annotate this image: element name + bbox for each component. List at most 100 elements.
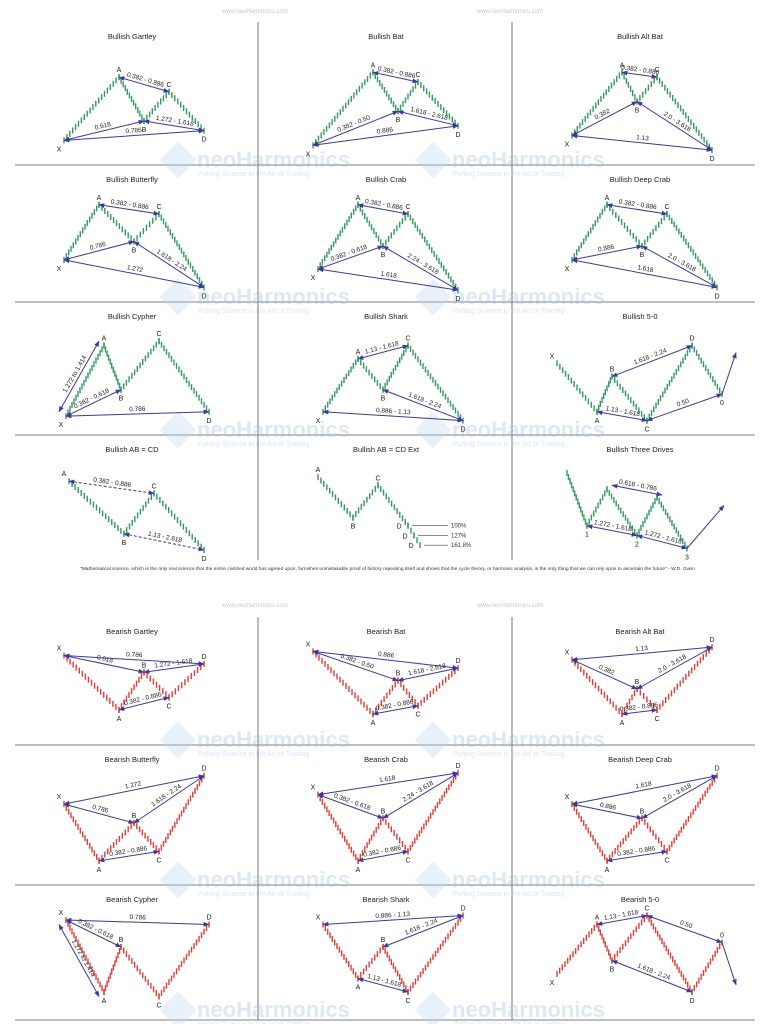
- ratio-label: 0.886: [599, 802, 617, 812]
- ratio-label: 0.786: [89, 241, 107, 252]
- point-label: C: [166, 82, 171, 89]
- ratio-arrow: [571, 774, 718, 806]
- ratio-arrow: [98, 849, 160, 863]
- point-label: D: [455, 658, 460, 665]
- point-label: B: [119, 937, 124, 944]
- point-label: X: [306, 151, 311, 158]
- ratio-label: 0.786: [129, 914, 146, 922]
- ratio-label: 1.618: [635, 780, 653, 790]
- pattern-title: Bullish AB = CD Ext: [353, 445, 420, 454]
- point-label: A: [117, 67, 122, 74]
- point-label: C: [405, 857, 410, 864]
- point-label: D: [455, 296, 460, 303]
- watermark-name: neoHarmonics: [197, 284, 350, 309]
- watermark-logo: [414, 721, 452, 759]
- ratio-label: 1.13: [635, 645, 649, 653]
- point-label: C: [654, 67, 659, 74]
- point-label: B: [132, 813, 137, 820]
- point-label: X: [59, 422, 64, 429]
- ratio-label: 0.886 - 1.13: [375, 911, 410, 920]
- point-label: C: [664, 204, 669, 211]
- point-label: C: [415, 712, 420, 719]
- ratio-label: 0.886: [376, 126, 393, 135]
- point-label: D: [402, 533, 407, 540]
- point-label: C: [644, 906, 649, 913]
- ratio-label: 0.618: [94, 121, 112, 132]
- point-label: D: [689, 998, 694, 1005]
- point-label: A: [102, 336, 107, 343]
- point-label: A: [371, 62, 376, 69]
- point-label: B: [381, 396, 386, 403]
- point-label: D: [455, 763, 460, 770]
- projection-arrow: [721, 352, 737, 395]
- pattern-title: Bullish Gartley: [108, 32, 157, 41]
- pattern-title: Bullish Alt Bat: [617, 32, 664, 41]
- watermark-name: neoHarmonics: [197, 417, 350, 442]
- header-url: www.neoHarmonics.com: [476, 9, 543, 15]
- ratio-label: 0.786: [91, 804, 109, 815]
- level-label: 100%: [451, 524, 467, 530]
- ratio-arrow: [65, 917, 210, 927]
- point-label: D: [201, 293, 206, 300]
- ratio-arrow: [118, 696, 170, 711]
- pattern-title: Bearish Bat: [367, 627, 407, 636]
- ratio-label: 0.786: [129, 406, 146, 414]
- point-label: C: [156, 1003, 161, 1010]
- pattern-title: Bearish Cypher: [106, 895, 158, 904]
- level-label: 161.8%: [451, 543, 472, 549]
- point-label: D: [460, 906, 465, 913]
- point-label: B: [142, 127, 147, 134]
- point-label: X: [565, 794, 570, 801]
- ratio-arrow: [357, 977, 409, 993]
- point-label: C: [405, 204, 410, 211]
- point-label: A: [356, 349, 361, 356]
- point-label: D: [201, 654, 206, 661]
- quote: "Mathematical science, which is the only…: [80, 566, 696, 571]
- point-label: 0: [720, 400, 724, 407]
- point-label: C: [664, 857, 669, 864]
- pattern-title: Bearish Deep Crab: [608, 755, 672, 764]
- ratio-arrow: [317, 794, 384, 819]
- ratio-label: 0.50: [679, 919, 694, 930]
- ratio-arrow: [397, 110, 459, 127]
- point-label: A: [595, 418, 600, 425]
- watermark-tagline: Putting Science in the Art of Trading: [198, 171, 309, 178]
- point-label: C: [156, 331, 161, 338]
- point-label: D: [689, 336, 694, 343]
- ratio-label: 0.886: [378, 651, 395, 660]
- watermark-logo: [159, 861, 197, 899]
- point-label: B: [132, 248, 137, 255]
- ratio-label: 1.618: [380, 270, 398, 279]
- ratio-label: 1.13: [636, 134, 650, 142]
- point-label: D: [460, 427, 465, 434]
- watermark-logo: [414, 991, 452, 1029]
- watermark-name: neoHarmonics: [452, 867, 605, 892]
- pattern-title: Bullish Bat: [368, 32, 404, 41]
- watermark-name: neoHarmonics: [452, 727, 605, 752]
- point-label: C: [415, 72, 420, 79]
- pattern-title: Bearish 5-0: [621, 895, 659, 904]
- pattern-title: Bullish Deep Crab: [610, 175, 670, 184]
- ratio-label: 0.886 - 1.13: [376, 407, 411, 416]
- point-label: 1: [585, 532, 589, 539]
- ratio-arrow: [571, 258, 718, 289]
- pattern-title: Bullish Three Drives: [607, 445, 674, 454]
- point-label: B: [640, 808, 645, 815]
- watermark-name: neoHarmonics: [452, 147, 605, 172]
- ratio-arrow: [397, 666, 459, 682]
- point-label: A: [620, 62, 625, 69]
- ratio-arrow: [571, 133, 713, 152]
- ratio-arrow: [317, 771, 459, 797]
- ratio-arrow: [65, 409, 210, 419]
- point-label: C: [166, 703, 171, 710]
- watermark-logo: [159, 411, 197, 449]
- pattern-title: Bearish Gartley: [106, 627, 158, 636]
- ratio-arrow: [63, 128, 205, 143]
- watermark-tagline: Putting Science in the Art of Trading: [198, 891, 309, 898]
- ratio-arrow: [63, 240, 135, 261]
- ratio-arrow: [317, 267, 459, 292]
- point-label: X: [565, 650, 570, 657]
- point-label: B: [381, 937, 386, 944]
- point-label: X: [316, 915, 321, 922]
